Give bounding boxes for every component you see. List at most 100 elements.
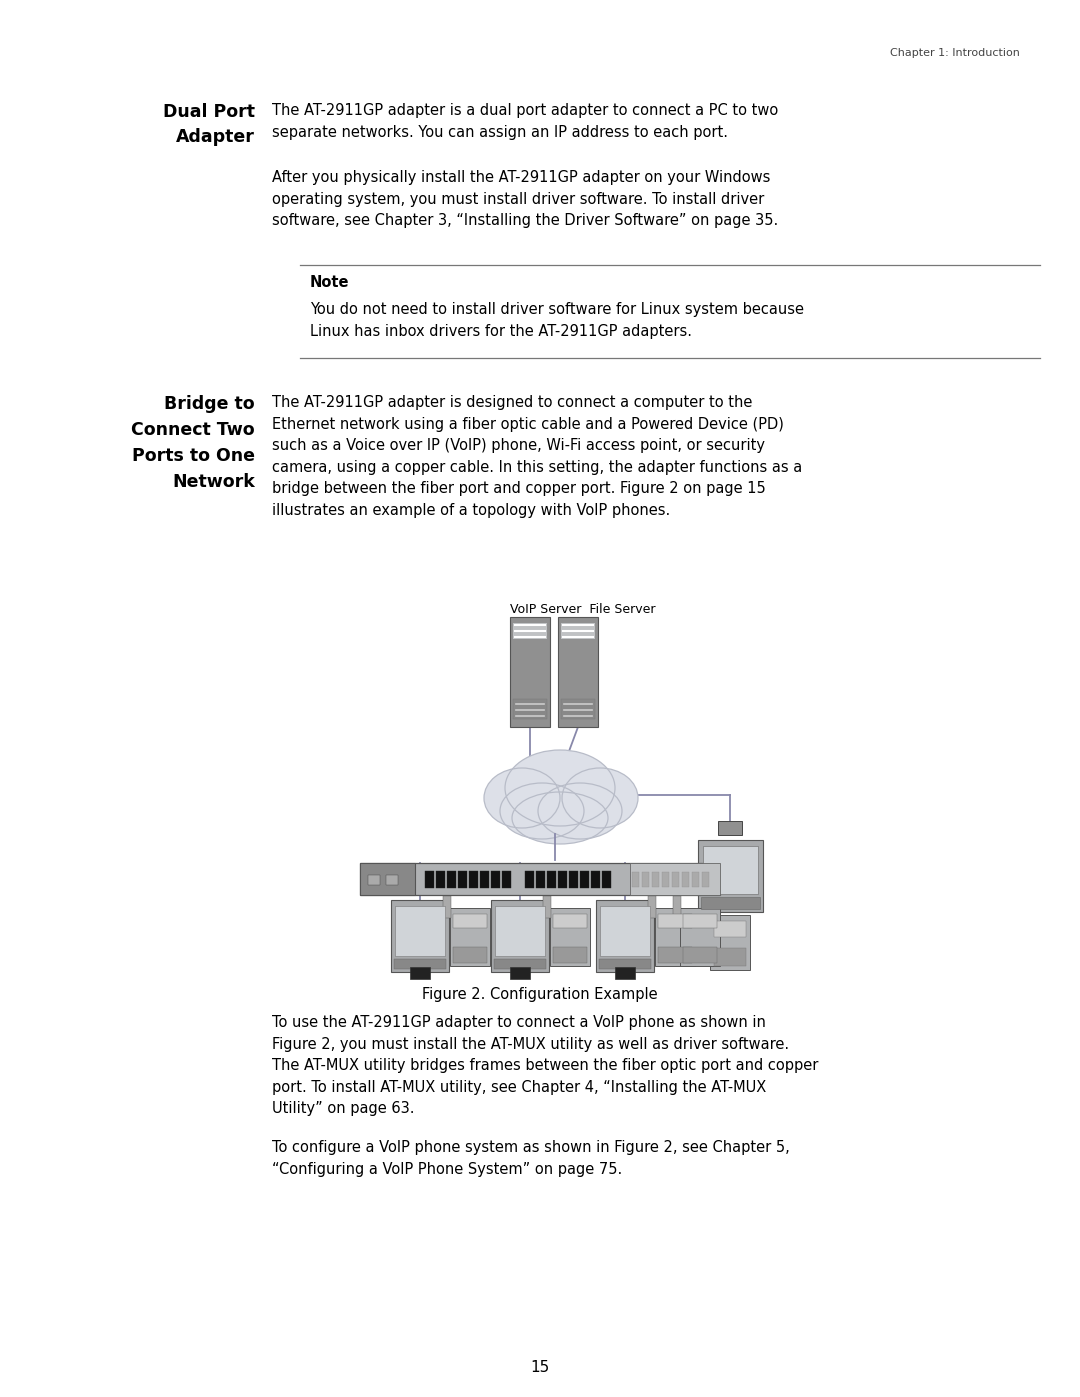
Ellipse shape: [505, 750, 615, 826]
Text: Dual Port: Dual Port: [163, 103, 255, 122]
Ellipse shape: [562, 768, 638, 828]
Bar: [714, 921, 746, 937]
Text: The AT-2911GP adapter is a dual port adapter to connect a PC to two
separate net: The AT-2911GP adapter is a dual port ada…: [272, 103, 779, 140]
Bar: [491, 870, 500, 888]
Ellipse shape: [500, 782, 584, 840]
Bar: [615, 967, 635, 979]
Ellipse shape: [538, 782, 622, 840]
Bar: [480, 870, 489, 888]
Bar: [701, 897, 759, 909]
Bar: [561, 623, 595, 638]
Text: The AT-2911GP adapter is designed to connect a computer to the
Ethernet network : The AT-2911GP adapter is designed to con…: [272, 395, 802, 518]
Bar: [536, 870, 545, 888]
Text: Note: Note: [310, 275, 350, 291]
Bar: [513, 698, 546, 719]
Bar: [648, 895, 656, 918]
Bar: [453, 947, 487, 963]
Bar: [458, 870, 467, 888]
Bar: [718, 821, 742, 835]
Bar: [630, 863, 720, 895]
Bar: [553, 947, 588, 963]
Bar: [550, 908, 590, 965]
Text: Bridge to: Bridge to: [164, 395, 255, 414]
Bar: [558, 870, 567, 888]
Bar: [447, 870, 456, 888]
Bar: [525, 870, 534, 888]
Bar: [680, 908, 720, 965]
Bar: [426, 870, 434, 888]
Text: 15: 15: [530, 1361, 550, 1375]
Bar: [672, 872, 679, 887]
Bar: [513, 623, 546, 638]
Bar: [658, 914, 692, 928]
Bar: [710, 915, 750, 970]
Text: VoIP Server  File Server: VoIP Server File Server: [510, 604, 656, 616]
Bar: [662, 872, 669, 887]
Bar: [436, 870, 445, 888]
Bar: [546, 870, 556, 888]
Text: You do not need to install driver software for Linux system because
Linux has in: You do not need to install driver softwa…: [310, 302, 804, 338]
Bar: [410, 967, 430, 979]
Bar: [510, 617, 550, 726]
Bar: [443, 895, 451, 918]
Bar: [391, 900, 449, 972]
Bar: [600, 907, 650, 956]
Bar: [386, 875, 399, 886]
Ellipse shape: [505, 750, 615, 826]
Bar: [596, 900, 654, 972]
Bar: [495, 907, 545, 956]
Bar: [683, 947, 717, 963]
Bar: [683, 914, 717, 928]
Bar: [632, 872, 639, 887]
Bar: [553, 914, 588, 928]
Bar: [494, 958, 546, 970]
Text: After you physically install the AT-2911GP adapter on your Windows
operating sys: After you physically install the AT-2911…: [272, 170, 779, 228]
Bar: [368, 875, 380, 886]
Text: Network: Network: [172, 474, 255, 490]
Bar: [491, 900, 549, 972]
Bar: [394, 958, 446, 970]
Bar: [450, 908, 490, 965]
Bar: [704, 902, 712, 928]
Ellipse shape: [512, 792, 608, 844]
Bar: [469, 870, 478, 888]
Bar: [558, 617, 598, 726]
Text: Figure 2. Configuration Example: Figure 2. Configuration Example: [422, 988, 658, 1002]
Ellipse shape: [500, 782, 584, 840]
Text: To configure a VoIP phone system as shown in Figure 2, see Chapter 5,
“Configuri: To configure a VoIP phone system as show…: [272, 1140, 789, 1176]
Bar: [561, 698, 595, 719]
Ellipse shape: [484, 768, 561, 828]
Bar: [360, 863, 415, 895]
Text: Chapter 1: Introduction: Chapter 1: Introduction: [890, 47, 1020, 59]
Bar: [591, 870, 600, 888]
Bar: [654, 908, 696, 965]
Text: To use the AT-2911GP adapter to connect a VoIP phone as shown in
Figure 2, you m: To use the AT-2911GP adapter to connect …: [272, 1016, 819, 1116]
Bar: [599, 958, 651, 970]
Bar: [681, 872, 689, 887]
Text: Connect Two: Connect Two: [132, 420, 255, 439]
Bar: [652, 872, 659, 887]
Bar: [569, 870, 578, 888]
Bar: [698, 840, 762, 912]
Bar: [395, 907, 445, 956]
Bar: [702, 872, 708, 887]
Ellipse shape: [512, 792, 608, 844]
Bar: [673, 895, 681, 918]
Bar: [642, 872, 649, 887]
Bar: [714, 949, 746, 965]
Ellipse shape: [538, 782, 622, 840]
Bar: [502, 870, 511, 888]
Bar: [543, 895, 551, 918]
Text: Ports to One: Ports to One: [132, 447, 255, 465]
Bar: [702, 847, 757, 894]
Bar: [360, 863, 720, 895]
Bar: [580, 870, 589, 888]
Bar: [602, 870, 611, 888]
Bar: [658, 947, 692, 963]
Text: Adapter: Adapter: [176, 129, 255, 147]
Bar: [692, 872, 699, 887]
Bar: [453, 914, 487, 928]
Bar: [510, 967, 530, 979]
Ellipse shape: [562, 768, 638, 828]
Ellipse shape: [484, 768, 561, 828]
